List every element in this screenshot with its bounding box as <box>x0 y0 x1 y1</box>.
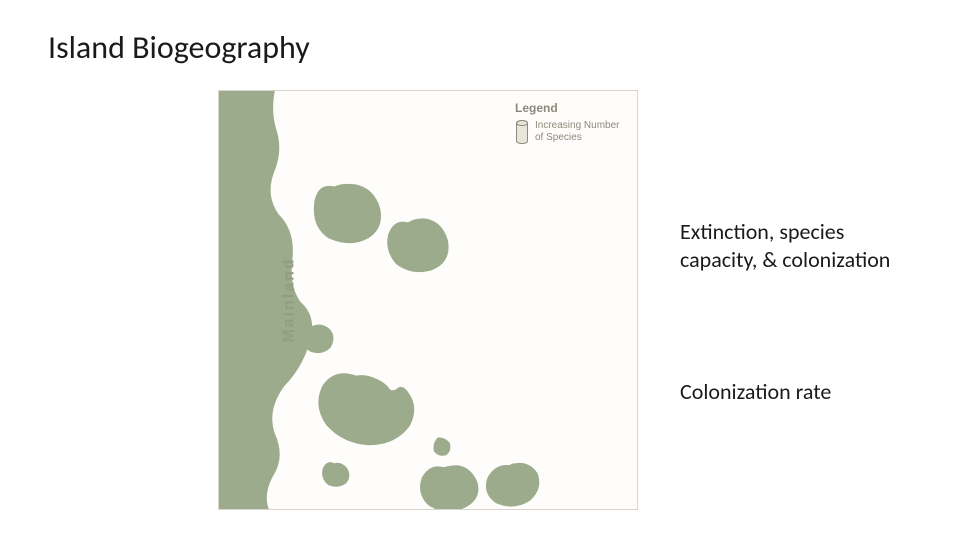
island-shape-0 <box>314 184 381 243</box>
annotation-extinction: Extinction, species capacity, & coloniza… <box>680 218 910 273</box>
legend: Legend Increasing Number of Species <box>515 101 625 145</box>
page-title: Island Biogeography <box>48 28 310 67</box>
island-shape-7 <box>486 463 539 507</box>
figure-box: Mainland Legend Increasing Number of Spe… <box>218 90 638 510</box>
island-shape-6 <box>420 465 478 509</box>
legend-cylinder-icon <box>515 119 529 145</box>
legend-text: Increasing Number of Species <box>535 120 625 144</box>
mainland-label: Mainland <box>281 257 299 342</box>
annotation-colonization: Colonization rate <box>680 378 880 406</box>
island-shape-5 <box>322 462 349 487</box>
legend-row: Increasing Number of Species <box>515 119 625 145</box>
island-shape-4 <box>433 437 450 455</box>
island-shape-1 <box>387 218 448 272</box>
island-shape-3 <box>318 373 414 445</box>
legend-title: Legend <box>515 101 625 115</box>
